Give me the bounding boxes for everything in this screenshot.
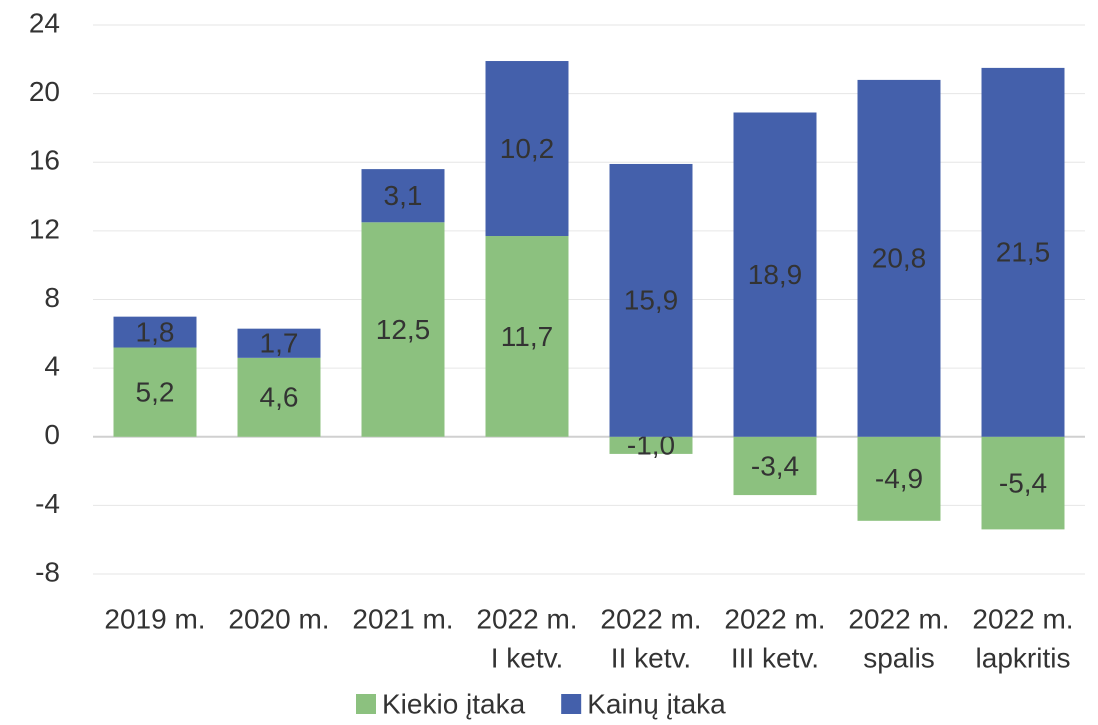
data-label: 15,9 [624,285,679,316]
x-tick-label: 2022 m. [600,603,701,634]
x-tick-label: 2022 m. [724,603,825,634]
data-label: -4,9 [875,463,923,494]
bar-segment [857,436,941,521]
bar-segment [857,79,941,437]
x-tick-label: 2021 m. [352,603,453,634]
data-label: -3,4 [751,450,799,481]
bar-segment [733,436,817,496]
x-tick-label: 2022 m. [848,603,949,634]
bar-segment [113,316,197,348]
y-tick-label: 8 [44,282,60,313]
bar-segment [113,347,197,437]
bar-segment [981,67,1065,437]
data-label: 1,7 [260,328,299,359]
x-tick-label: spalis [863,642,935,673]
data-label: 18,9 [748,259,803,290]
x-tick-label: II ketv. [611,642,691,673]
bar-segment [609,436,693,454]
data-label: 4,6 [260,382,299,413]
x-tick-label: III ketv. [731,642,819,673]
bar-segment [361,169,445,223]
y-tick-label: 20 [29,76,60,107]
legend-label: Kainų įtaka [587,688,726,719]
y-tick-label: 12 [29,213,60,244]
bar-segment [733,112,817,437]
x-tick-label: I ketv. [491,642,564,673]
legend-swatch [356,694,376,714]
y-tick-label: -4 [35,488,60,519]
x-tick-label: 2022 m. [972,603,1073,634]
y-tick-label: 4 [44,351,60,382]
x-tick-label: 2022 m. [476,603,577,634]
data-label: 12,5 [376,314,431,345]
legend-swatch [561,694,582,714]
y-tick-label: 0 [44,419,60,450]
data-label: 11,7 [501,321,553,352]
x-tick-label: 2020 m. [228,603,329,634]
data-label: 3,1 [384,180,423,211]
data-label: 20,8 [872,243,927,274]
x-tick-label: lapkritis [976,642,1071,673]
data-label: 21,5 [996,237,1051,268]
data-label: 5,2 [136,377,175,408]
y-tick-label: 16 [29,145,60,176]
data-label: -5,4 [999,467,1047,498]
bar-segment [485,61,569,237]
bar-segment [237,328,321,358]
y-tick-label: -8 [35,556,60,587]
legend-label: Kiekio įtaka [382,688,526,719]
bar-segment [485,236,569,437]
data-label: 1,8 [136,316,175,347]
x-tick-label: 2019 m. [104,603,205,634]
bar-segment [981,436,1065,530]
bar-segment [237,357,321,437]
y-tick-label: 24 [29,7,60,38]
data-label: 10,2 [500,133,555,164]
bar-segment [609,163,693,437]
bar-segment [361,222,445,437]
